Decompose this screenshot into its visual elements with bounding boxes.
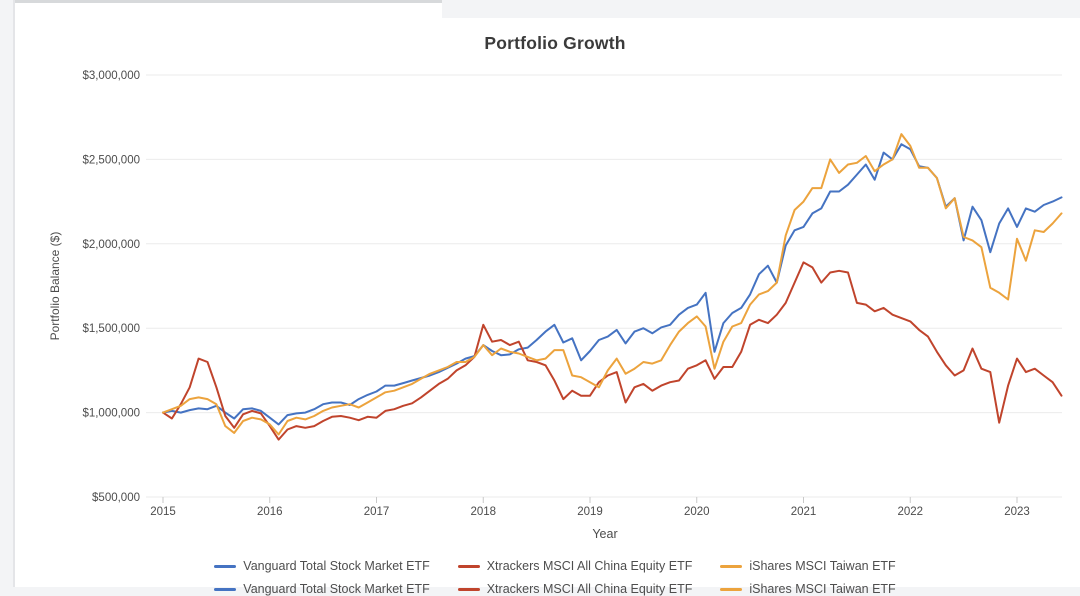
x-tick-label: 2019 — [577, 506, 603, 518]
y-tick-label: $1,500,000 — [82, 323, 140, 335]
legend-label: Vanguard Total Stock Market ETF — [243, 559, 430, 573]
chart-legend-clipped: Vanguard Total Stock Market ETF Xtrackers… — [30, 582, 1080, 596]
x-tick-label: 2017 — [364, 506, 390, 518]
legend-label: Xtrackers MSCI All China Equity ETF — [486, 582, 693, 596]
x-tick-label: 2021 — [791, 506, 817, 518]
legend-dash-icon — [720, 564, 743, 568]
x-tick-label: 2016 — [257, 506, 283, 518]
y-tick-label: $1,000,000 — [82, 408, 140, 420]
tab-top-border — [13, 0, 442, 3]
series-line — [162, 143, 1063, 426]
series-line — [162, 261, 1063, 441]
x-axis-label: Year — [592, 527, 618, 541]
legend-dash-icon — [457, 564, 480, 568]
legend-label: Vanguard Total Stock Market ETF — [243, 582, 430, 596]
x-tick-label: 2015 — [150, 506, 176, 518]
chart-card — [15, 18, 1080, 587]
legend-item: iShares MSCI Taiwan ETF — [720, 582, 896, 596]
legend-dash-icon — [214, 587, 237, 591]
chart-legend: Vanguard Total Stock Market ETF Xtrackers… — [30, 559, 1080, 573]
y-tick-label: $2,500,000 — [82, 154, 140, 166]
legend-label: Xtrackers MSCI All China Equity ETF — [486, 559, 693, 573]
legend-item: Xtrackers MSCI All China Equity ETF — [457, 559, 693, 573]
card-left-border — [13, 0, 15, 587]
legend-item: Xtrackers MSCI All China Equity ETF — [457, 582, 693, 596]
chart-title: Portfolio Growth — [484, 33, 626, 53]
legend-item: Vanguard Total Stock Market ETF — [214, 582, 430, 596]
x-tick-label: 2023 — [1004, 506, 1030, 518]
y-tick-label: $500,000 — [92, 492, 140, 504]
legend-item: iShares MSCI Taiwan ETF — [720, 559, 896, 573]
top-tab — [15, 3, 442, 19]
legend-dash-icon — [457, 587, 480, 591]
series-line — [162, 133, 1063, 436]
y-tick-label: $3,000,000 — [82, 70, 140, 82]
legend-dash-icon — [214, 564, 237, 568]
legend-label: iShares MSCI Taiwan ETF — [749, 559, 896, 573]
x-tick-label: 2018 — [470, 506, 496, 518]
y-tick-label: $2,000,000 — [82, 239, 140, 251]
x-tick-label: 2020 — [684, 506, 710, 518]
legend-dash-icon — [720, 587, 743, 591]
x-tick-label: 2022 — [897, 506, 923, 518]
legend-label: iShares MSCI Taiwan ETF — [749, 582, 896, 596]
legend-item: Vanguard Total Stock Market ETF — [214, 559, 430, 573]
